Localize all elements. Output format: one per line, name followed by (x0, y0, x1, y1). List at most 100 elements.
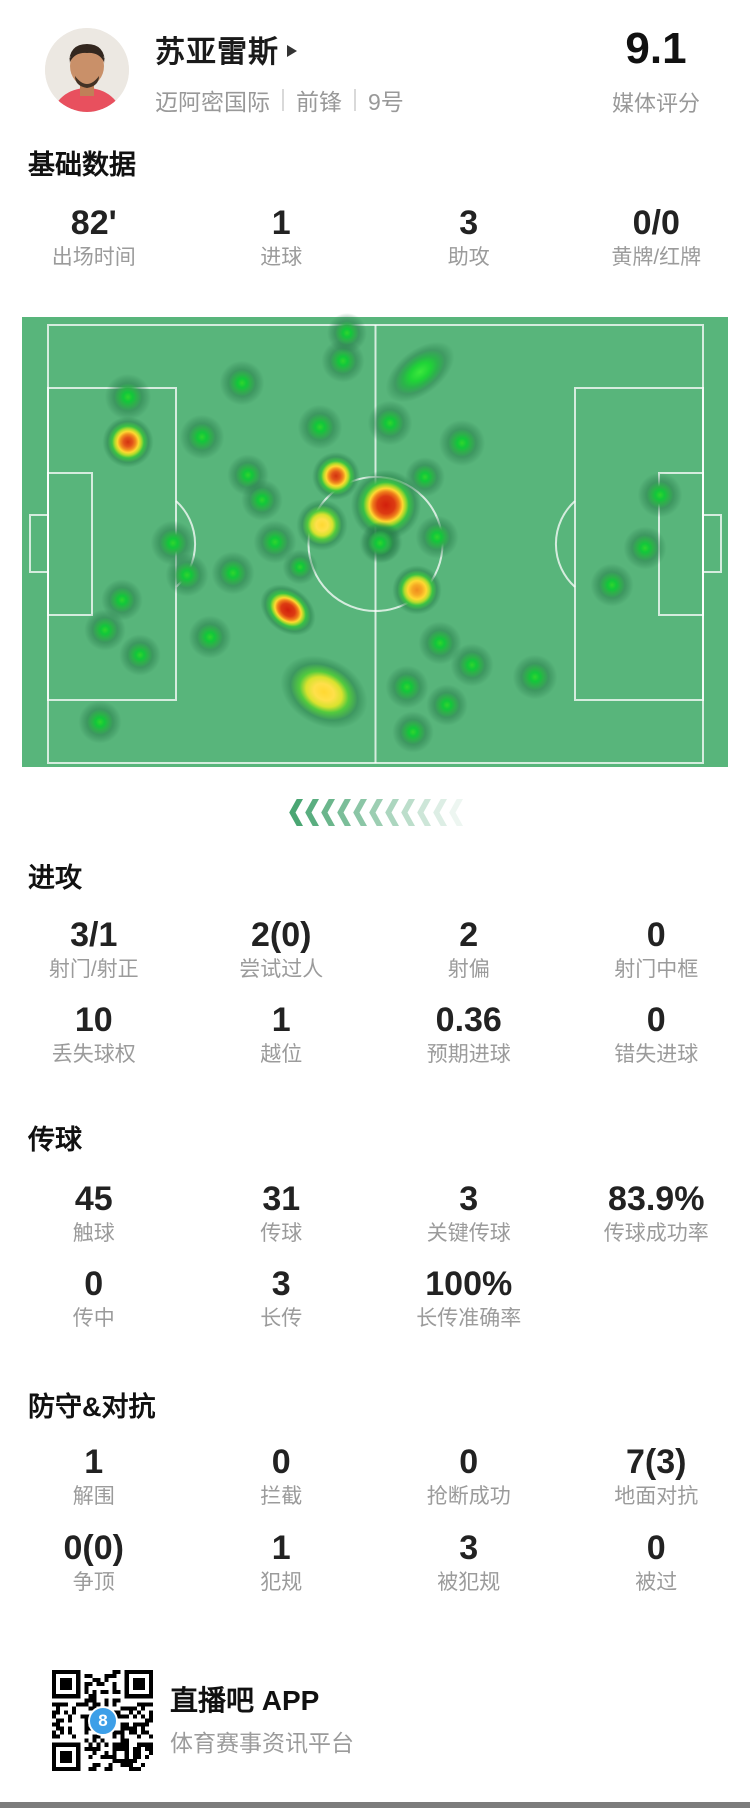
stat-value: 83.9% (608, 1180, 705, 1218)
section-title-passing: 传球 (28, 1125, 82, 1155)
team-name: 迈阿密国际 (155, 89, 270, 115)
stat-cell: 1 进球 (188, 203, 376, 271)
stat-cell: 0 传中 (0, 1264, 188, 1332)
stat-value: 0 (646, 916, 666, 954)
stat-label: 射偏 (447, 958, 490, 981)
chevron-left-icon (385, 799, 399, 826)
stat-label: 黄牌/红牌 (611, 246, 702, 269)
player-photo-graphic (45, 28, 129, 112)
player-number: 9号 (368, 89, 404, 115)
stat-value: 0 (646, 1529, 666, 1567)
stat-cell: 0.36 预期进球 (375, 1000, 563, 1068)
stat-label: 触球 (72, 1222, 115, 1245)
stat-cell: 0 拦截 (188, 1442, 376, 1510)
stat-label: 解围 (72, 1485, 115, 1508)
media-rating: 9.1 媒体评分 (596, 26, 716, 118)
heat-blob (96, 410, 160, 474)
app-logo-badge: 8 (88, 1706, 118, 1736)
stat-cell: 3 助攻 (375, 203, 563, 271)
stat-cell: 2(0) 尝试过人 (188, 915, 376, 983)
stat-value: 0/0 (632, 204, 680, 242)
chevron-left-icon (417, 799, 431, 826)
player-name: 苏亚雷斯 (155, 36, 279, 69)
stat-label: 关键传球 (426, 1222, 511, 1245)
stat-value: 0 (271, 1443, 291, 1481)
stat-cell: 100% 长传准确率 (375, 1264, 563, 1332)
chevron-left-icon (433, 799, 447, 826)
heat-blob (206, 546, 260, 600)
chevron-left-icon (305, 799, 319, 826)
heat-blob (585, 558, 639, 612)
rating-value: 9.1 (625, 24, 687, 73)
heat-blob (387, 706, 439, 758)
stat-cell: 0 抢断成功 (375, 1442, 563, 1510)
stat-label: 射门中框 (614, 958, 699, 981)
heat-blob (292, 399, 348, 455)
player-name-link[interactable]: 苏亚雷斯 (155, 30, 297, 69)
chevron-left-icon (449, 799, 463, 826)
stat-value: 1 (84, 1443, 104, 1481)
stat-label: 越位 (260, 1043, 303, 1066)
section-title-base: 基础数据 (28, 150, 136, 180)
heat-blob (354, 517, 406, 569)
attack-stats-row: 3/1 射门/射正 2(0) 尝试过人 2 射偏 0 射门中框 (0, 915, 750, 983)
stat-cell: 3/1 射门/射正 (0, 915, 188, 983)
chevron-left-icon (369, 799, 383, 826)
chevron-left-icon (401, 799, 415, 826)
stat-cell: 3 被犯规 (375, 1528, 563, 1596)
app-description: 体育赛事资讯平台 (170, 1730, 354, 1756)
stat-label: 进球 (260, 246, 303, 269)
stat-label: 争顶 (72, 1571, 115, 1594)
stat-cell: 82' 出场时间 (0, 203, 188, 271)
heat-blob (322, 308, 372, 358)
stat-label: 地面对抗 (614, 1485, 699, 1508)
bottom-edge-bar (0, 1802, 750, 1808)
chevron-right-icon (287, 44, 297, 57)
heat-blob (160, 548, 214, 602)
base-stats-row: 82' 出场时间 1 进球 3 助攻 0/0 黄牌/红牌 (0, 203, 750, 271)
stat-cell: 3 关键传球 (375, 1179, 563, 1247)
passing-stats-row: 45 触球 31 传球 3 关键传球 83.9% 传球成功率 (0, 1179, 750, 1247)
stat-label: 被过 (635, 1571, 678, 1594)
heat-blob (278, 545, 322, 589)
heat-blob (183, 610, 237, 664)
stat-value: 0.36 (435, 1001, 502, 1039)
stat-label: 预期进球 (426, 1043, 511, 1066)
chevron-left-icon (289, 799, 303, 826)
stat-label: 拦截 (260, 1485, 303, 1508)
divider (282, 89, 284, 111)
section-title-defense: 防守&对抗 (28, 1392, 156, 1422)
stat-label: 射门/射正 (48, 958, 139, 981)
stat-value: 0 (646, 1001, 666, 1039)
rating-label: 媒体评分 (611, 91, 700, 116)
stat-value: 0(0) (63, 1529, 124, 1567)
heat-blob (386, 559, 448, 621)
app-name[interactable]: 直播吧 APP (170, 1685, 320, 1716)
defense-stats-row: 0(0) 争顶 1 犯规 3 被犯规 0 被过 (0, 1528, 750, 1596)
heatmap-pitch (22, 308, 728, 767)
attack-direction-chevrons (288, 799, 463, 826)
stat-value: 7(3) (626, 1443, 687, 1481)
stat-label: 传中 (72, 1307, 115, 1330)
stat-label: 传球成功率 (603, 1222, 709, 1245)
stat-label: 助攻 (447, 246, 490, 269)
defense-stats-row: 1 解围 0 拦截 0 抢断成功 7(3) 地面对抗 (0, 1442, 750, 1510)
stat-value: 3/1 (70, 916, 118, 954)
stat-cell: 1 解围 (0, 1442, 188, 1510)
stat-cell: 10 丢失球权 (0, 1000, 188, 1068)
stat-cell: 83.9% 传球成功率 (563, 1179, 750, 1247)
stat-cell: 0 被过 (563, 1528, 750, 1596)
chevron-left-icon (353, 799, 367, 826)
heat-blob (410, 510, 464, 564)
player-position: 前锋 (296, 89, 342, 115)
heat-blob (400, 452, 450, 502)
stat-value: 1 (271, 1001, 291, 1039)
stat-value: 10 (74, 1001, 113, 1039)
chevron-left-icon (321, 799, 335, 826)
stat-value: 45 (74, 1180, 113, 1218)
stat-value: 0 (84, 1265, 104, 1303)
stat-label: 传球 (260, 1222, 303, 1245)
stat-value: 3 (271, 1265, 291, 1303)
avatar[interactable] (45, 28, 129, 112)
